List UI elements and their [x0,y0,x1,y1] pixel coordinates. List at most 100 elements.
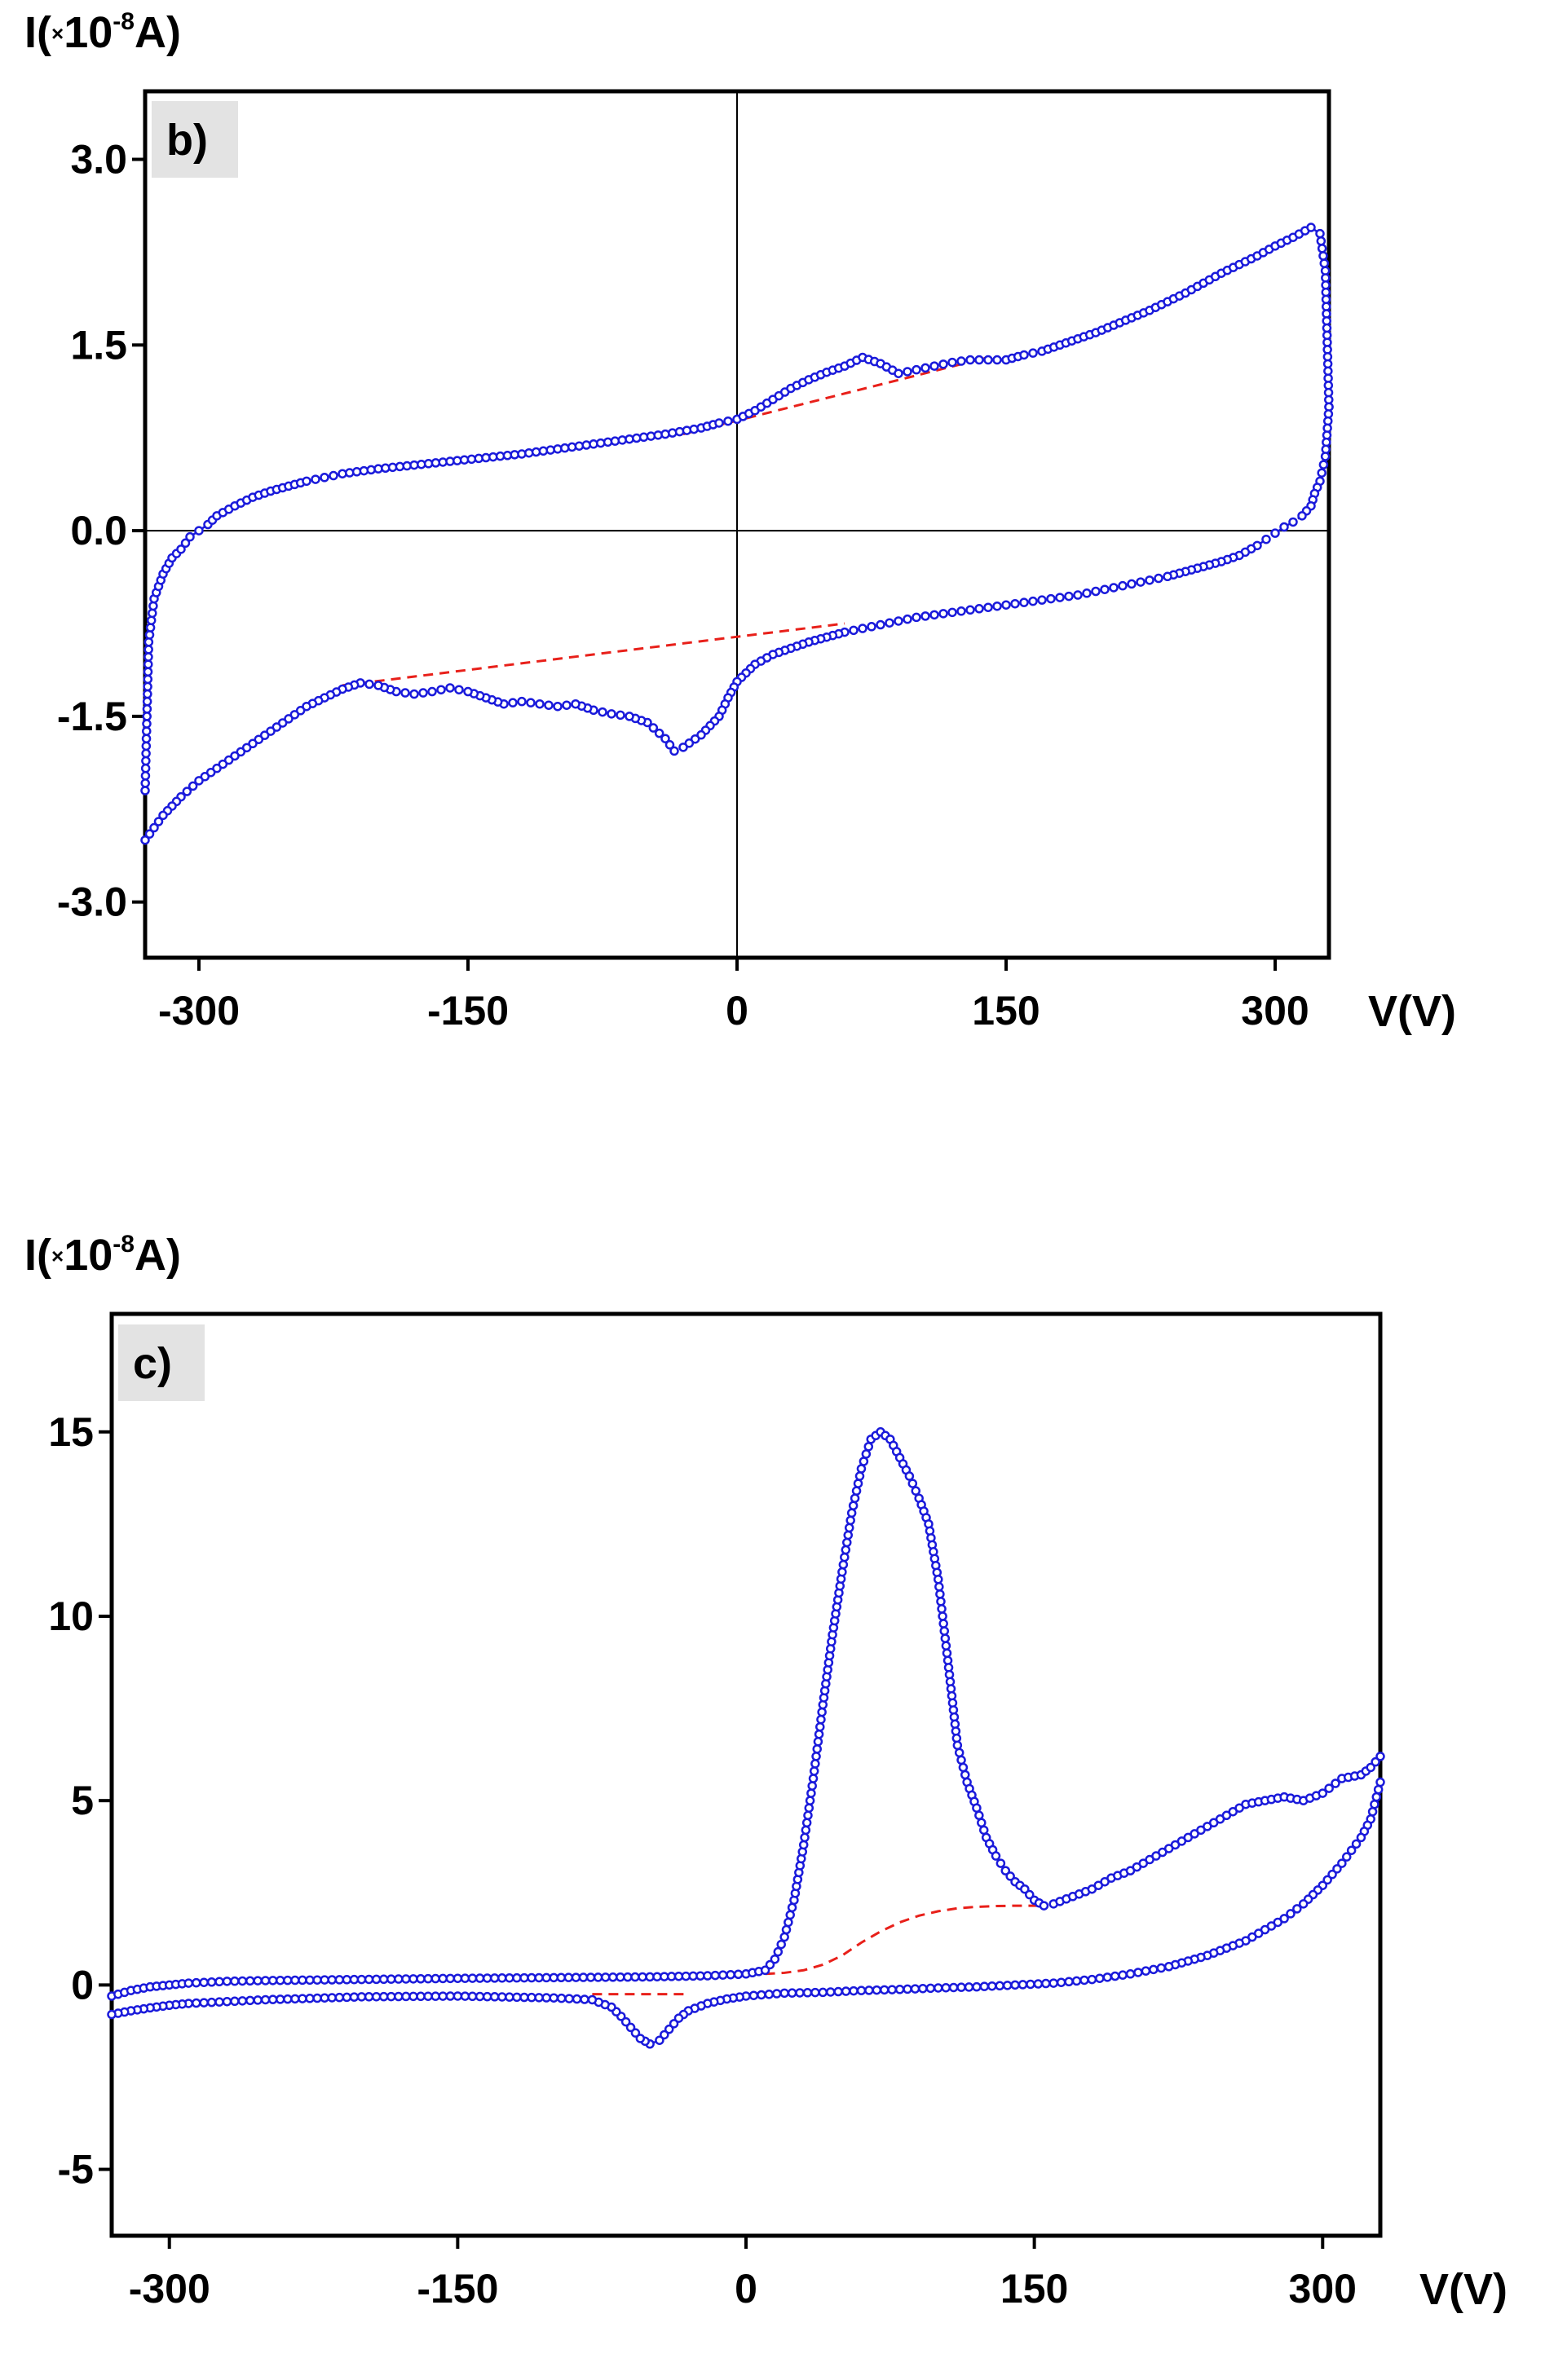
data-point [807,1781,817,1791]
data-point [497,1992,507,2002]
data-point [544,700,554,710]
data-point [185,531,195,542]
data-point [1136,577,1146,587]
data-point [867,622,876,632]
data-point [527,1972,536,1983]
y-axis-title-exp: -8 [113,8,135,35]
data-point [556,1993,567,2003]
data-point [801,1818,812,1828]
data-point [1317,244,1327,253]
data-point [1261,534,1271,544]
data-point [684,738,695,748]
data-point [748,1990,759,2000]
data-point [1046,593,1056,604]
data-point [356,1992,367,2002]
data-point [218,759,228,769]
data-point [664,740,675,750]
data-point [1125,1969,1136,1979]
data-point [140,771,151,781]
data-point [241,743,252,753]
y-axis-title-suffix: A) [135,8,181,57]
data-point [534,1993,544,2003]
data-point [596,438,606,448]
data-point [482,1991,492,2002]
data-point [408,1974,418,1984]
data-point [610,436,620,446]
data-point [312,1993,322,2003]
data-point [733,1969,744,1979]
data-point [929,361,939,371]
data-point [696,729,706,740]
data-point [508,698,518,707]
data-point [638,1972,647,1982]
data-point [936,1597,946,1606]
data-point [445,1991,456,2001]
data-point [212,763,222,774]
data-point [974,604,984,614]
data-point [813,1737,823,1747]
x-tick-label: 300 [1289,2266,1357,2312]
data-point [903,614,912,624]
data-point [911,1486,921,1496]
data-point [541,1993,551,2003]
data-point [320,473,329,483]
data-point [655,2035,664,2045]
data-point [894,368,903,378]
data-point [142,726,152,736]
data-point [654,728,664,738]
data-point [378,1991,389,2002]
data-point [430,1973,440,1984]
data-point [1373,1784,1384,1795]
data-point [1145,575,1154,585]
data-point [974,1810,984,1821]
data-point [378,1974,389,1985]
data-point [140,778,150,788]
data-point [1037,595,1047,605]
data-point [894,616,903,626]
data-point [1315,228,1325,239]
data-point [858,624,867,633]
data-point [423,1991,433,2001]
data-point [669,2019,679,2029]
data-point [1332,1864,1342,1874]
data-point [856,1464,867,1474]
data-point [920,611,930,621]
data-point [941,1641,951,1651]
data-point [327,1993,337,2003]
data-point [401,1974,411,1984]
data-point [952,1740,963,1751]
data-point [1026,1979,1035,1990]
data-point [816,1714,826,1725]
data-point [811,1752,821,1761]
y-tick-label: 0.0 [70,508,127,553]
data-point [660,734,670,743]
y-axis-title-suffix: A) [135,1231,181,1280]
data-point [143,652,153,662]
data-point [983,602,993,612]
data-point [1017,1980,1028,1990]
data-point [563,1972,574,1982]
data-point [787,1988,797,1998]
panel-label: b) [166,116,208,165]
data-point [284,714,294,724]
data-point [460,1991,470,2001]
data-point [140,763,151,774]
data-point [941,1982,951,1993]
data-point [438,1991,448,2001]
data-point [298,1994,307,2003]
data-point [1320,452,1331,461]
data-point [885,618,894,628]
data-point [854,1471,865,1481]
data-point [463,686,473,697]
data-point [1366,1762,1375,1773]
series-0-line [111,1430,1381,1998]
data-point [143,637,154,647]
data-point [841,1986,851,1996]
data-point [956,356,966,366]
baseline-0 [765,1904,1044,1976]
data-point [141,734,152,743]
data-point [1327,1869,1337,1880]
data-point [253,1976,263,1986]
data-point [394,1974,404,1984]
data-point [527,1992,536,2003]
